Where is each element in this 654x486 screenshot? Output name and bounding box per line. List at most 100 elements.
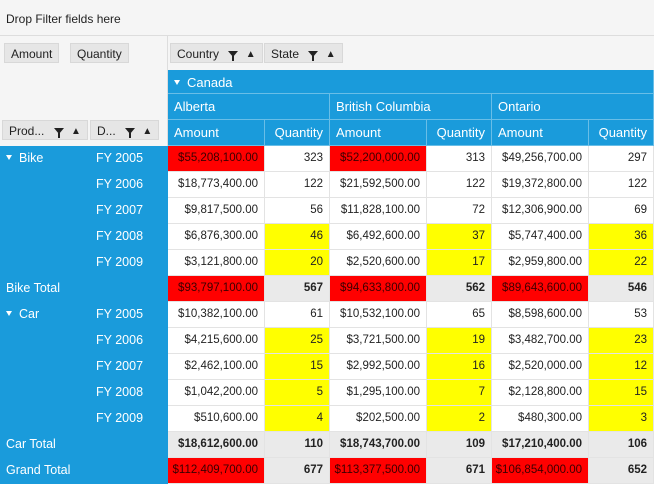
quantity-cell[interactable]: 53 <box>589 302 654 328</box>
quantity-cell[interactable]: 122 <box>589 172 654 198</box>
amount-cell[interactable]: $89,643,600.00 <box>492 276 589 302</box>
quantity-cell[interactable]: 323 <box>265 146 330 172</box>
row-header-date[interactable]: FY 2005 <box>90 146 168 172</box>
column-field-state[interactable]: State ▲ <box>264 43 343 63</box>
amount-cell[interactable]: $3,121,800.00 <box>168 250 265 276</box>
amount-cell[interactable]: $1,295,100.00 <box>330 380 427 406</box>
filter-icon[interactable] <box>125 127 136 138</box>
amount-cell[interactable]: $2,520,600.00 <box>330 250 427 276</box>
amount-cell[interactable]: $202,500.00 <box>330 406 427 432</box>
quantity-cell[interactable]: 15 <box>265 354 330 380</box>
expander-icon[interactable] <box>6 311 12 317</box>
quantity-cell[interactable]: 110 <box>265 432 330 458</box>
column-header-amount[interactable]: Amount <box>168 120 265 146</box>
amount-cell[interactable]: $55,208,100.00 <box>168 146 265 172</box>
quantity-cell[interactable]: 19 <box>427 328 492 354</box>
row-header-date[interactable]: FY 2007 <box>90 354 168 380</box>
amount-cell[interactable]: $2,128,800.00 <box>492 380 589 406</box>
amount-cell[interactable]: $8,598,600.00 <box>492 302 589 328</box>
amount-cell[interactable]: $11,828,100.00 <box>330 198 427 224</box>
quantity-cell[interactable]: 562 <box>427 276 492 302</box>
amount-cell[interactable]: $12,306,900.00 <box>492 198 589 224</box>
amount-cell[interactable]: $17,210,400.00 <box>492 432 589 458</box>
column-header-quantity[interactable]: Quantity <box>427 120 492 146</box>
row-header-date[interactable]: FY 2006 <box>90 172 168 198</box>
row-header-grand-total[interactable]: Grand Total <box>0 458 168 484</box>
quantity-cell[interactable]: 122 <box>427 172 492 198</box>
quantity-cell[interactable]: 677 <box>265 458 330 484</box>
quantity-cell[interactable]: 46 <box>265 224 330 250</box>
quantity-cell[interactable]: 15 <box>589 380 654 406</box>
filter-drop-area[interactable]: Drop Filter fields here <box>0 0 654 36</box>
quantity-cell[interactable]: 23 <box>589 328 654 354</box>
column-header-british-columbia[interactable]: British Columbia <box>330 94 492 120</box>
quantity-cell[interactable]: 122 <box>265 172 330 198</box>
quantity-cell[interactable]: 25 <box>265 328 330 354</box>
quantity-cell[interactable]: 17 <box>427 250 492 276</box>
amount-cell[interactable]: $4,215,600.00 <box>168 328 265 354</box>
amount-cell[interactable]: $6,876,300.00 <box>168 224 265 250</box>
row-header-car-total[interactable]: Car Total <box>0 432 168 458</box>
expander-icon[interactable] <box>174 80 180 86</box>
amount-cell[interactable]: $93,797,100.00 <box>168 276 265 302</box>
amount-cell[interactable]: $6,492,600.00 <box>330 224 427 250</box>
amount-cell[interactable]: $10,382,100.00 <box>168 302 265 328</box>
quantity-cell[interactable]: 61 <box>265 302 330 328</box>
amount-cell[interactable]: $1,042,200.00 <box>168 380 265 406</box>
amount-cell[interactable]: $19,372,800.00 <box>492 172 589 198</box>
amount-cell[interactable]: $2,959,800.00 <box>492 250 589 276</box>
amount-cell[interactable]: $510,600.00 <box>168 406 265 432</box>
value-field-quantity[interactable]: Quantity <box>70 43 129 63</box>
column-header-canada[interactable]: Canada <box>168 70 654 94</box>
quantity-cell[interactable]: 109 <box>427 432 492 458</box>
filter-icon[interactable] <box>308 50 319 61</box>
amount-cell[interactable]: $106,854,000.00 <box>492 458 589 484</box>
quantity-cell[interactable]: 37 <box>427 224 492 250</box>
quantity-cell[interactable]: 567 <box>265 276 330 302</box>
filter-icon[interactable] <box>53 127 64 138</box>
quantity-cell[interactable]: 7 <box>427 380 492 406</box>
row-header-bike-total[interactable]: Bike Total <box>0 276 168 302</box>
row-field-date[interactable]: D... ▲ <box>90 120 160 140</box>
sort-up-icon[interactable]: ▲ <box>71 125 81 137</box>
quantity-cell[interactable]: 12 <box>589 354 654 380</box>
quantity-cell[interactable]: 313 <box>427 146 492 172</box>
amount-cell[interactable]: $5,747,400.00 <box>492 224 589 250</box>
quantity-cell[interactable]: 72 <box>427 198 492 224</box>
expander-icon[interactable] <box>6 155 12 161</box>
sort-up-icon[interactable]: ▲ <box>142 125 153 137</box>
quantity-cell[interactable]: 652 <box>589 458 654 484</box>
quantity-cell[interactable]: 4 <box>265 406 330 432</box>
column-field-country[interactable]: Country ▲ <box>170 43 263 63</box>
quantity-cell[interactable]: 671 <box>427 458 492 484</box>
column-header-quantity[interactable]: Quantity <box>265 120 330 146</box>
amount-cell[interactable]: $2,462,100.00 <box>168 354 265 380</box>
amount-cell[interactable]: $3,482,700.00 <box>492 328 589 354</box>
quantity-cell[interactable]: 22 <box>589 250 654 276</box>
quantity-cell[interactable]: 56 <box>265 198 330 224</box>
amount-cell[interactable]: $18,743,700.00 <box>330 432 427 458</box>
amount-cell[interactable]: $112,409,700.00 <box>168 458 265 484</box>
amount-cell[interactable]: $10,532,100.00 <box>330 302 427 328</box>
sort-up-icon[interactable]: ▲ <box>245 48 256 60</box>
quantity-cell[interactable]: 20 <box>265 250 330 276</box>
quantity-cell[interactable]: 546 <box>589 276 654 302</box>
amount-cell[interactable]: $18,773,400.00 <box>168 172 265 198</box>
row-header-date[interactable]: FY 2009 <box>90 406 168 432</box>
row-header-bike[interactable]: Bike <box>0 146 90 276</box>
row-header-date[interactable]: FY 2009 <box>90 250 168 276</box>
quantity-cell[interactable]: 65 <box>427 302 492 328</box>
amount-cell[interactable]: $2,520,000.00 <box>492 354 589 380</box>
quantity-cell[interactable]: 5 <box>265 380 330 406</box>
filter-icon[interactable] <box>228 50 239 61</box>
column-header-quantity[interactable]: Quantity <box>589 120 654 146</box>
quantity-cell[interactable]: 106 <box>589 432 654 458</box>
amount-cell[interactable]: $3,721,500.00 <box>330 328 427 354</box>
amount-cell[interactable]: $49,256,700.00 <box>492 146 589 172</box>
row-header-car[interactable]: Car <box>0 302 90 432</box>
amount-cell[interactable]: $480,300.00 <box>492 406 589 432</box>
row-header-date[interactable]: FY 2008 <box>90 224 168 250</box>
quantity-cell[interactable]: 3 <box>589 406 654 432</box>
row-header-date[interactable]: FY 2005 <box>90 302 168 328</box>
column-header-ontario[interactable]: Ontario <box>492 94 654 120</box>
